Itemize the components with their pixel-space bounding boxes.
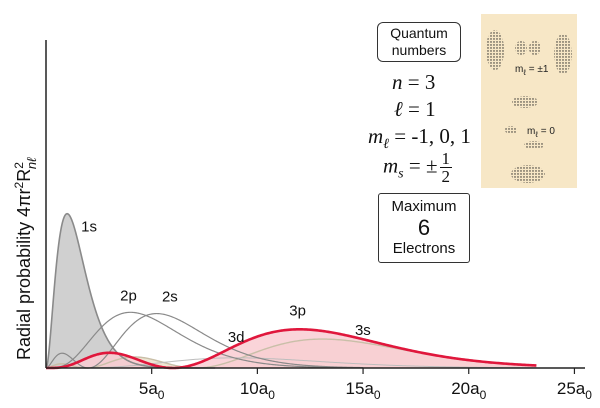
ml-value: mℓ = -1, 0, 1 <box>368 124 471 153</box>
lobe-pz-mid-left <box>505 126 517 134</box>
y-axis-label-sup1: 2 <box>12 181 26 188</box>
lobe-pz-mid-right <box>524 141 544 149</box>
n-value: n = 3 <box>392 70 435 95</box>
orbital-lobes-pm1 <box>486 30 572 74</box>
lobe-pz-bottom <box>511 165 545 183</box>
curve-2s <box>45 312 364 369</box>
orbital-lobes-0 <box>505 96 545 183</box>
curve-2p <box>46 311 364 369</box>
curve-3p <box>46 328 537 370</box>
curve-label-3s: 3s <box>355 322 371 339</box>
y-axis-label-main: Radial probability 4πr <box>14 188 34 360</box>
ms-subscript: s <box>398 166 404 182</box>
curve-label-2s: 2s <box>162 289 178 306</box>
ms-value: ms = ±1 2 <box>383 150 452 185</box>
curve-3d <box>46 357 537 369</box>
y-axis-label-R: R <box>14 169 34 182</box>
l-symbol: ℓ <box>394 97 403 121</box>
x-tick-label-20: 20a0 <box>451 379 486 402</box>
n-symbol: n <box>392 70 403 94</box>
p-orbital-illustration: mℓ = ±1 mℓ = 0 <box>486 30 572 183</box>
ml-symbol: m <box>368 124 384 148</box>
curve-label-3d: 3d <box>228 329 245 346</box>
curve-fills <box>46 213 537 368</box>
ml-subscript: ℓ <box>383 137 390 153</box>
curve-label-1s: 1s <box>81 219 97 236</box>
max-line2: 6 <box>417 215 431 240</box>
lobe-px-left <box>486 30 504 70</box>
quantum-box-line1: Quantum <box>390 25 448 41</box>
lobe-pz-top <box>512 96 538 108</box>
orbital-label-pm1: mℓ = ±1 <box>515 64 549 77</box>
y-axis-label-sup2: 2 <box>12 162 26 169</box>
ml-numbers: = -1, 0, 1 <box>389 124 471 148</box>
orbital-label-0: mℓ = 0 <box>527 126 555 139</box>
x-tick-label-25: 25a0 <box>557 379 592 402</box>
l-number: = 1 <box>402 97 436 121</box>
quantum-numbers-box: Quantum numbers <box>377 22 461 62</box>
max-electrons-box: Maximum 6 Electrons <box>378 193 470 263</box>
x-axis-ticks: 5a0 10a0 15a0 20a0 25a0 <box>139 368 592 402</box>
x-tick-label-10: 10a0 <box>240 379 275 402</box>
fill-3p <box>46 329 537 368</box>
ms-plusminus: = ± <box>403 153 438 178</box>
quantum-box-line2: numbers <box>391 42 447 58</box>
y-axis-label-sub: nℓ <box>24 157 39 169</box>
l-value: ℓ = 1 <box>394 97 436 122</box>
curve-lines <box>45 212 537 370</box>
lobe-px-right <box>554 34 572 74</box>
curve-label-3p: 3p <box>289 302 306 319</box>
lobe-py-left <box>515 41 527 55</box>
p-orbital-panel: mℓ = ±1 mℓ = 0 <box>481 14 577 188</box>
max-line3: Electrons <box>392 240 456 257</box>
fill-1s <box>46 213 216 368</box>
x-tick-label-15: 15a0 <box>346 379 381 402</box>
y-axis-label: Radial probability 4πr2R2nℓ <box>12 157 39 360</box>
ms-symbol: m <box>383 153 399 178</box>
ms-fraction-num: 1 <box>439 149 452 168</box>
n-number: = 3 <box>402 70 436 94</box>
curve-label-2p: 2p <box>120 287 137 304</box>
lobe-py-right <box>529 41 541 55</box>
curve-labels: 1s 2p 2s 3d 3p 3s <box>81 219 371 346</box>
ms-fraction-den: 2 <box>441 167 451 186</box>
max-line1: Maximum <box>391 198 457 215</box>
x-tick-label-5: 5a0 <box>139 379 165 402</box>
